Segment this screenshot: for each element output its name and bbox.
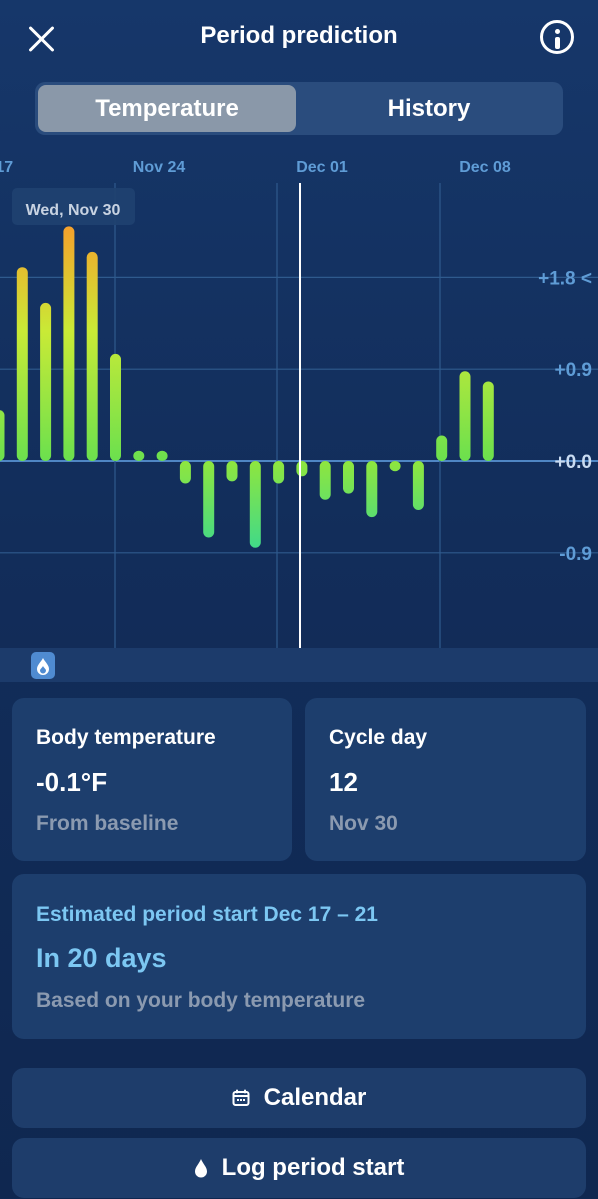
- tab-temperature[interactable]: Temperature: [38, 85, 296, 132]
- chart-bar[interactable]: [249, 461, 261, 548]
- chart-tooltip: Wed, Nov 30: [12, 188, 135, 225]
- log-period-button-label: Log period start: [221, 1154, 405, 1181]
- chart-tooltip-label: Wed, Nov 30: [26, 202, 121, 219]
- body-temperature-card[interactable]: Body temperature -0.1°F From baseline: [12, 698, 292, 861]
- chart-bar[interactable]: [296, 461, 308, 477]
- log-period-start-button[interactable]: Log period start: [12, 1138, 586, 1198]
- x-tick-label: v 17: [0, 159, 13, 176]
- drop-icon: [194, 1158, 208, 1178]
- chart-bar[interactable]: [40, 302, 52, 461]
- card-sub: Based on your body temperature: [36, 989, 366, 1012]
- chart-bar[interactable]: [110, 353, 121, 461]
- card-label: Estimated period start Dec 17 – 21: [36, 903, 378, 926]
- chart-bar[interactable]: [0, 410, 5, 461]
- y-tick-label: +0.9: [554, 360, 592, 381]
- card-sub: From baseline: [36, 812, 179, 835]
- page-title: Period prediction: [200, 22, 398, 49]
- chart-bar[interactable]: [273, 461, 285, 484]
- chart-bars: [0, 226, 494, 548]
- chart-bar[interactable]: [133, 450, 145, 461]
- x-tick-label: Nov 24: [133, 159, 186, 176]
- chart-bar[interactable]: [226, 461, 238, 482]
- tab-history[interactable]: History: [387, 94, 471, 122]
- chart-bar[interactable]: [412, 461, 424, 510]
- card-value: 12: [329, 767, 358, 797]
- chart-bar[interactable]: [366, 461, 378, 518]
- temperature-chart[interactable]: +1.8 < +0.9 +0.0 -0.9 v 17 Nov 24 Dec 01 Dec 08…: [0, 145, 598, 650]
- x-tick-label: Dec 01: [296, 159, 348, 176]
- header: Period prediction: [0, 0, 598, 76]
- chart-bar[interactable]: [343, 461, 354, 494]
- chart-bar[interactable]: [156, 450, 168, 461]
- chart-bar[interactable]: [319, 461, 331, 500]
- calendar-button-label: Calendar: [263, 1084, 367, 1111]
- chart-bar[interactable]: [203, 461, 215, 538]
- chart-bar[interactable]: [389, 461, 401, 472]
- info-icon[interactable]: [540, 20, 574, 54]
- chart-bar[interactable]: [459, 371, 471, 461]
- card-value: -0.1°F: [36, 767, 108, 797]
- period-estimate-card[interactable]: Estimated period start Dec 17 – 21 In 20…: [12, 874, 586, 1039]
- calendar-icon: [232, 1089, 250, 1107]
- view-toggle: Temperature History: [35, 82, 563, 135]
- y-tick-label: +1.8 <: [538, 268, 592, 289]
- chart-bar[interactable]: [86, 251, 98, 461]
- x-tick-label: Dec 08: [459, 159, 511, 176]
- chart-canvas[interactable]: +1.8 < +0.9 +0.0 -0.9 v 17 Nov 24 Dec 01 Dec 08…: [0, 145, 598, 650]
- chart-labels: +1.8 < +0.9 +0.0 -0.9 v 17 Nov 24 Dec 01 Dec 08: [0, 159, 592, 565]
- card-value: In 20 days: [36, 943, 167, 973]
- chart-bar[interactable]: [482, 381, 494, 461]
- card-label: Cycle day: [329, 726, 428, 749]
- chart-bar[interactable]: [63, 226, 75, 461]
- calendar-button[interactable]: Calendar: [12, 1068, 586, 1128]
- chart-bar[interactable]: [436, 435, 448, 462]
- chart-bar[interactable]: [179, 461, 191, 484]
- y-tick-label: +0.0: [554, 452, 592, 473]
- chart-bar[interactable]: [16, 267, 28, 461]
- card-sub: Nov 30: [329, 812, 398, 835]
- cycle-day-card[interactable]: Cycle day 12 Nov 30: [305, 698, 586, 861]
- card-label: Body temperature: [36, 726, 216, 749]
- y-tick-label: -0.9: [559, 544, 592, 565]
- period-marker-strip: [0, 648, 598, 682]
- water-drop-icon[interactable]: [31, 652, 55, 679]
